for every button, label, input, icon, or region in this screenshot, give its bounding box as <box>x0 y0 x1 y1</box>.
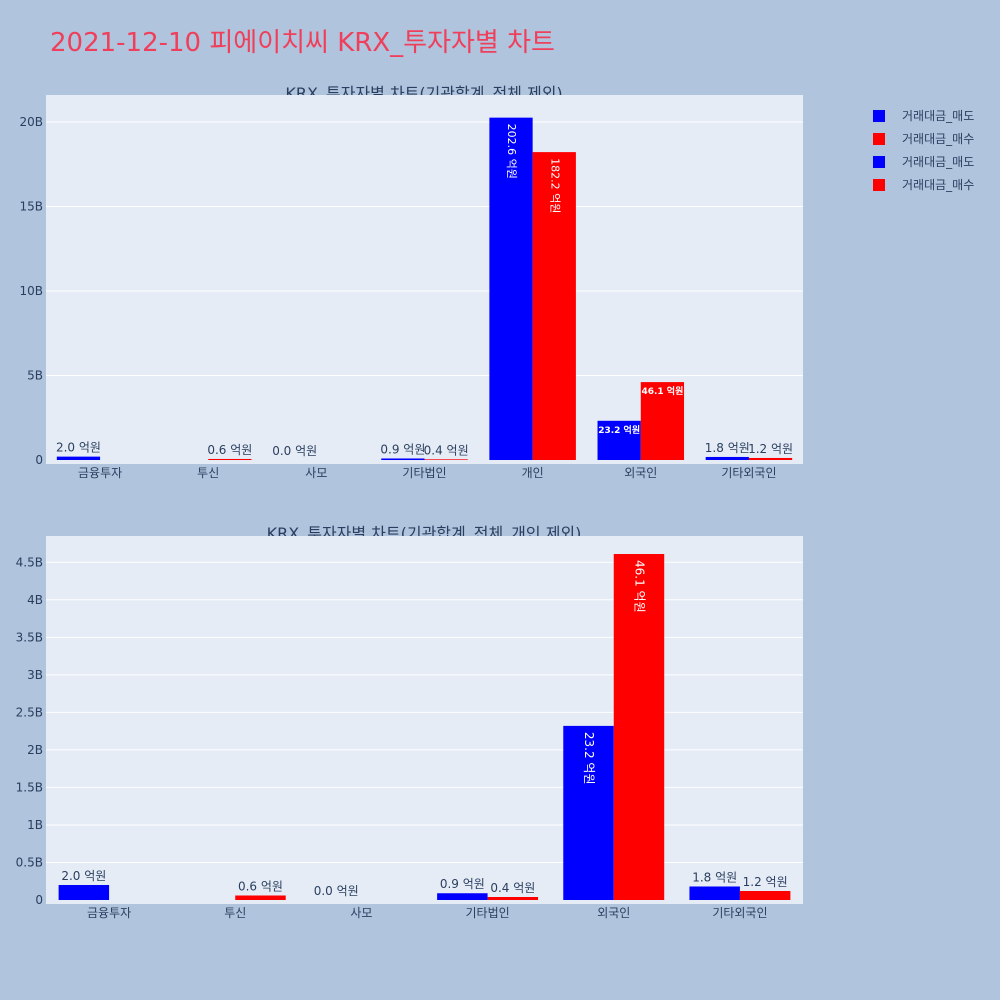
data-label: 0.6 억원 <box>238 879 283 893</box>
y-tick-label: 2.5B <box>16 705 43 719</box>
y-tick-label: 20B <box>19 115 43 129</box>
plot-area <box>46 95 803 464</box>
x-tick-label: 투신 <box>224 906 246 920</box>
legend[interactable]: 거래대금_매도 거래대금_매수 거래대금_매도 거래대금_매수 <box>873 104 974 196</box>
x-tick-label: 외국인 <box>597 906 630 920</box>
y-tick-label: 4B <box>27 593 43 607</box>
bar-sell <box>381 458 425 460</box>
y-tick-label: 10B <box>19 284 43 298</box>
data-label: 202.6 억원 <box>505 124 518 179</box>
y-tick-label: 0 <box>35 893 43 907</box>
y-tick-label: 0.5B <box>16 855 43 869</box>
bar-sell <box>437 893 488 900</box>
page-title: 2021-12-10 피에이치씨 KRX_투자자별 차트 <box>50 28 555 58</box>
data-label: 0.4 억원 <box>490 881 535 895</box>
data-label: 0.0 억원 <box>272 444 317 458</box>
legend-item[interactable]: 거래대금_매도 <box>873 150 974 173</box>
bar-sell <box>597 420 641 460</box>
bar-buy <box>739 890 791 900</box>
legend-item[interactable]: 거래대금_매수 <box>873 173 974 196</box>
legend-item[interactable]: 거래대금_매도 <box>873 104 974 127</box>
bar-sell <box>689 886 740 900</box>
bar-buy <box>640 382 685 460</box>
bar-buy <box>613 554 665 900</box>
x-tick-label: 사모 <box>350 906 372 920</box>
data-label: 46.1 억원 <box>641 385 683 397</box>
y-tick-label: 5B <box>27 369 43 383</box>
x-tick-label: 외국인 <box>624 466 657 480</box>
bar-buy <box>748 457 793 460</box>
data-label: 0.6 억원 <box>207 443 252 457</box>
x-tick-label: 사모 <box>305 466 327 480</box>
data-label: 0.9 억원 <box>440 877 485 891</box>
y-tick-label: 15B <box>19 200 43 214</box>
x-tick-label: 투신 <box>197 466 219 480</box>
bar-sell <box>58 884 110 900</box>
bar-buy <box>532 152 576 461</box>
legend-swatch-buy <box>873 132 885 145</box>
legend-swatch-sell <box>873 155 885 168</box>
data-label: 182.2 억원 <box>548 158 561 213</box>
x-tick-label: 기타외국인 <box>712 906 767 920</box>
y-tick-label: 3B <box>27 668 43 682</box>
x-tick-label: 금융투자 <box>87 906 131 920</box>
legend-item[interactable]: 거래대금_매수 <box>873 127 974 150</box>
legend-label: 거래대금_매도 <box>902 109 975 123</box>
bar-sell <box>563 725 614 900</box>
legend-label: 거래대금_매수 <box>902 132 975 146</box>
x-tick-label: 기타외국인 <box>721 466 776 480</box>
y-tick-label: 3.5B <box>16 630 43 644</box>
bar-sell <box>705 456 749 460</box>
data-label: 1.8 억원 <box>692 870 737 884</box>
bar-buy <box>424 459 468 460</box>
legend-label: 거래대금_매도 <box>902 155 975 169</box>
y-tick-label: 0 <box>35 453 43 467</box>
data-label: 2.0 억원 <box>56 441 101 455</box>
legend-swatch-sell <box>873 109 885 122</box>
bar-buy <box>235 895 286 900</box>
legend-swatch-buy <box>873 178 885 191</box>
y-tick-label: 4.5B <box>16 555 43 569</box>
data-label: 0.9 억원 <box>380 442 425 456</box>
bar-buy <box>208 458 252 460</box>
x-tick-label: 기타법인 <box>465 906 509 920</box>
data-label: 46.1 억원 <box>632 560 646 613</box>
data-label: 0.0 억원 <box>314 884 359 898</box>
bar-sell <box>489 117 533 460</box>
data-label: 1.2 억원 <box>743 875 788 889</box>
x-tick-label: 기타법인 <box>402 466 446 480</box>
data-label: 2.0 억원 <box>61 869 106 883</box>
plot-area <box>46 536 803 904</box>
data-label: 1.2 억원 <box>748 442 793 456</box>
legend-label: 거래대금_매수 <box>902 178 975 192</box>
bar-buy <box>487 896 539 900</box>
bar-sell <box>56 456 101 460</box>
y-tick-label: 2B <box>27 743 43 757</box>
x-tick-label: 금융투자 <box>78 466 122 480</box>
data-label: 0.4 억원 <box>424 443 469 457</box>
data-label: 23.2 억원 <box>598 424 640 436</box>
y-tick-label: 1.5B <box>16 780 43 794</box>
y-tick-label: 1B <box>27 818 43 832</box>
x-tick-label: 개인 <box>522 466 544 480</box>
data-label: 1.8 억원 <box>705 441 750 455</box>
data-label: 23.2 억원 <box>582 732 596 785</box>
